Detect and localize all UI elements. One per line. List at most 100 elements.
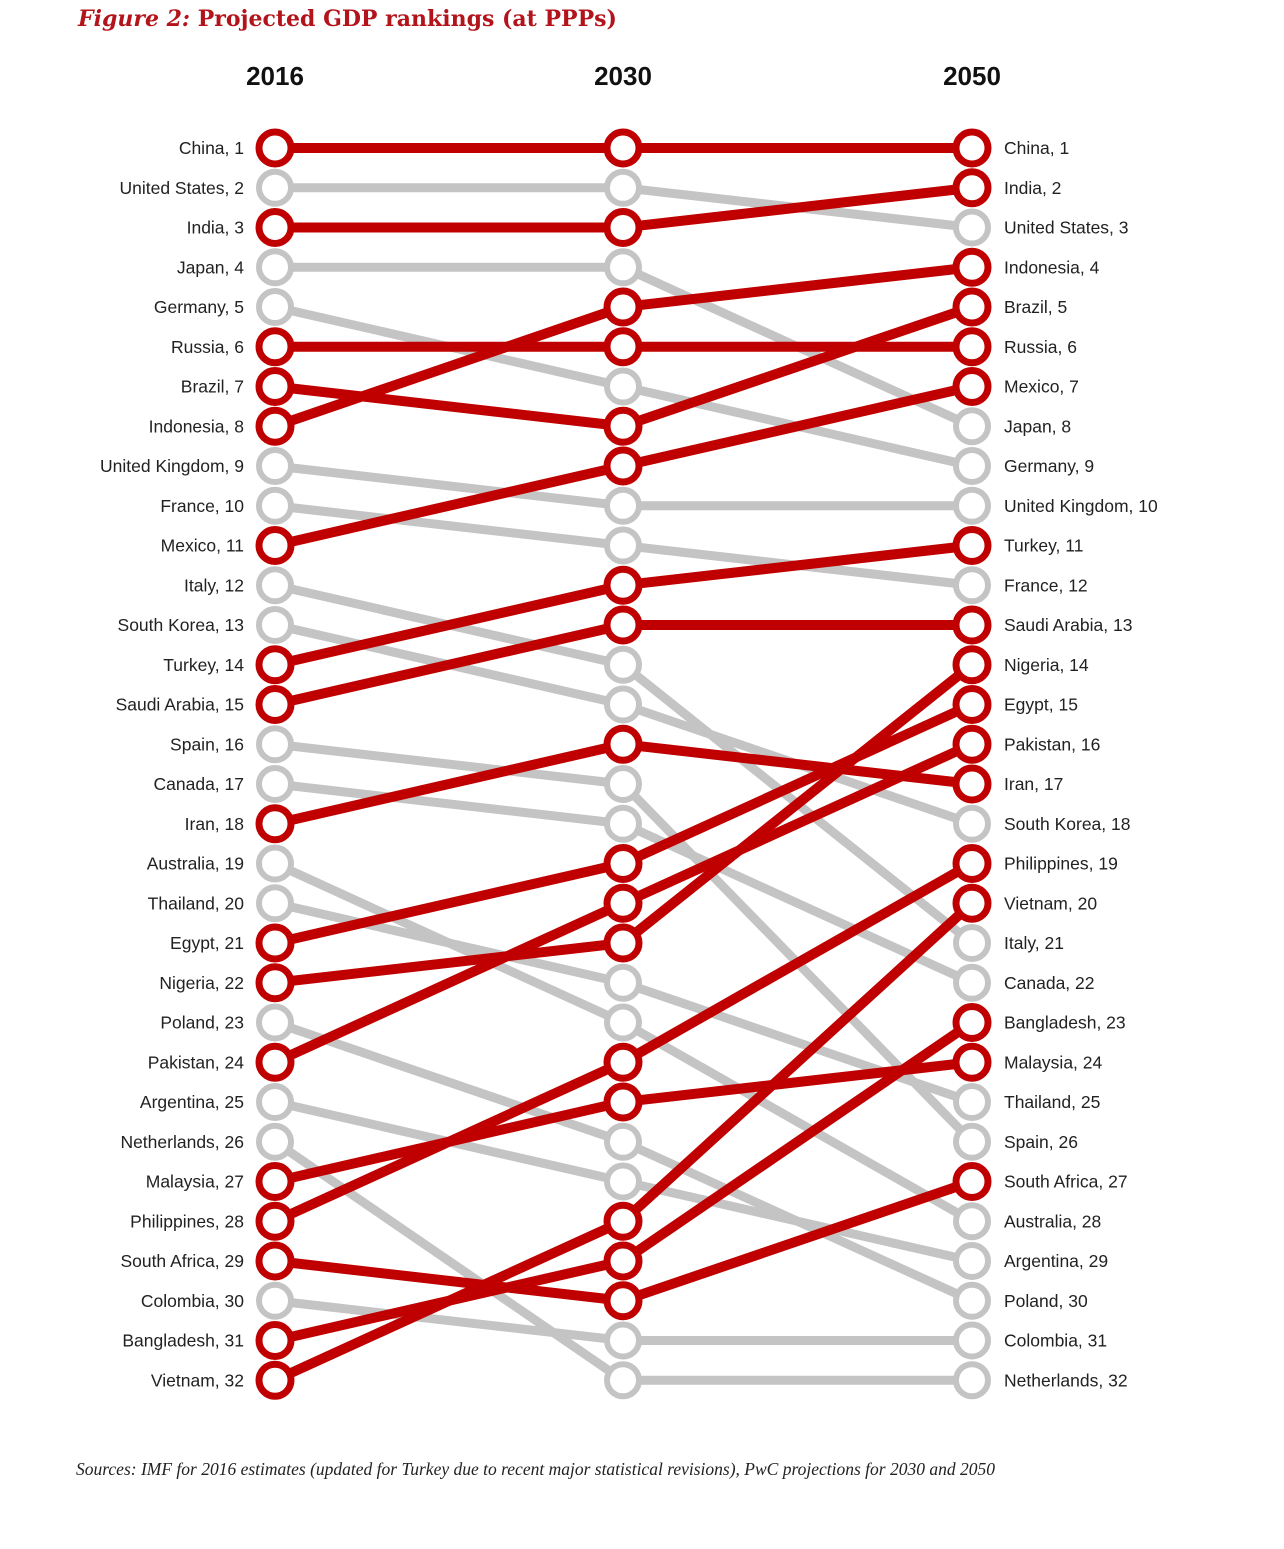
marker-thailand-2050 <box>953 1083 991 1121</box>
label-2016-brazil: Brazil, 7 <box>181 377 244 397</box>
marker-germany-2016 <box>256 288 294 326</box>
marker-argentina-2050 <box>953 1242 991 1280</box>
label-2016-canada: Canada, 17 <box>154 774 245 794</box>
marker-south-korea-2016 <box>256 606 294 644</box>
figure-label: Figure 2: <box>78 6 191 32</box>
marker-united-kingdom-2030 <box>604 486 642 525</box>
label-2016-france: France, 10 <box>160 496 244 516</box>
column-header-2016: 2016 <box>246 61 304 91</box>
label-2016-mexico: Mexico, 11 <box>161 536 244 556</box>
marker-united-kingdom-2016 <box>256 447 294 485</box>
marker-indonesia-2030 <box>603 287 643 327</box>
label-2016-philippines: Philippines, 28 <box>130 1211 244 1231</box>
label-2050-united-kingdom: United Kingdom, 10 <box>1004 496 1158 516</box>
marker-united-states-2030 <box>604 168 642 207</box>
label-2016-saudi-arabia: Saudi Arabia, 15 <box>116 695 244 715</box>
label-2016-russia: Russia, 6 <box>171 337 244 357</box>
marker-canada-2050 <box>953 963 991 1002</box>
marker-malaysia-2030 <box>603 1082 643 1122</box>
marker-italy-2030 <box>604 645 642 684</box>
label-2016-japan: Japan, 4 <box>177 257 244 277</box>
marker-canada-2016 <box>256 765 294 803</box>
marker-france-2030 <box>604 526 642 565</box>
marker-pakistan-2030 <box>603 883 643 923</box>
marker-netherlands-2050 <box>953 1361 991 1400</box>
marker-germany-2050 <box>953 447 991 485</box>
marker-iran-2050 <box>952 764 992 804</box>
marker-turkey-2016 <box>255 645 295 685</box>
label-2050-russia: Russia, 6 <box>1004 337 1077 357</box>
marker-spain-2030 <box>604 765 642 803</box>
marker-germany-2030 <box>604 367 642 406</box>
label-2016-malaysia: Malaysia, 27 <box>146 1172 244 1192</box>
marker-china-2050 <box>952 128 992 168</box>
marker-spain-2050 <box>953 1122 991 1161</box>
marker-netherlands-2016 <box>256 1122 294 1161</box>
marker-australia-2030 <box>604 1003 642 1042</box>
figure-title: Figure 2: Projected GDP rankings (at PPP… <box>78 6 617 32</box>
label-2050-egypt: Egypt, 15 <box>1004 695 1078 715</box>
label-2016-indonesia: Indonesia, 8 <box>149 416 244 436</box>
marker-vietnam-2050 <box>952 883 992 923</box>
marker-saudi-arabia-2050 <box>952 605 992 645</box>
marker-iran-2030 <box>603 724 643 764</box>
marker-malaysia-2016 <box>255 1162 295 1201</box>
marker-turkey-2050 <box>952 526 992 565</box>
marker-poland-2050 <box>953 1281 991 1320</box>
label-2016-germany: Germany, 5 <box>154 297 244 317</box>
marker-russia-2016 <box>255 327 295 367</box>
marker-nigeria-2050 <box>952 645 992 685</box>
label-2016-egypt: Egypt, 21 <box>170 933 244 953</box>
marker-pakistan-2050 <box>952 724 992 764</box>
label-2050-italy: Italy, 21 <box>1004 933 1064 953</box>
marker-china-2016 <box>255 128 295 168</box>
label-2016-south-korea: South Korea, 13 <box>118 615 244 635</box>
label-2016-netherlands: Netherlands, 26 <box>120 1132 244 1152</box>
marker-brazil-2016 <box>255 367 295 406</box>
label-2050-indonesia: Indonesia, 4 <box>1004 257 1100 277</box>
marker-bangladesh-2050 <box>952 1003 992 1042</box>
marker-colombia-2016 <box>256 1281 294 1320</box>
bump-chart: 2016 2030 2050 China, 1 China, 1 United Stat… <box>100 61 1158 1400</box>
marker-saudi-arabia-2016 <box>255 685 295 724</box>
label-2016-argentina: Argentina, 25 <box>140 1092 244 1112</box>
label-2050-colombia: Colombia, 31 <box>1004 1331 1107 1351</box>
marker-brazil-2030 <box>603 406 643 446</box>
column-header-2050: 2050 <box>943 61 1001 91</box>
marker-nigeria-2016 <box>255 963 295 1003</box>
marker-egypt-2016 <box>255 923 295 963</box>
label-2050-philippines: Philippines, 19 <box>1004 854 1118 874</box>
label-2050-vietnam: Vietnam, 20 <box>1004 893 1097 913</box>
label-2016-spain: Spain, 16 <box>170 734 244 754</box>
marker-united-states-2016 <box>256 168 294 207</box>
marker-saudi-arabia-2030 <box>603 605 643 645</box>
label-2050-united-states: United States, 3 <box>1004 218 1129 238</box>
country-rank-labels: China, 1 China, 1 United States, 2 United S… <box>100 138 1158 1390</box>
marker-brazil-2050 <box>952 287 992 327</box>
marker-france-2050 <box>953 566 991 605</box>
label-2050-south-africa: South Africa, 27 <box>1004 1172 1128 1192</box>
label-2016-nigeria: Nigeria, 22 <box>159 973 244 993</box>
label-2050-thailand: Thailand, 25 <box>1004 1092 1100 1112</box>
label-2050-brazil: Brazil, 5 <box>1004 297 1067 317</box>
label-2050-poland: Poland, 30 <box>1004 1291 1088 1311</box>
marker-south-korea-2050 <box>953 804 991 843</box>
marker-nigeria-2030 <box>603 923 643 963</box>
label-2016-pakistan: Pakistan, 24 <box>148 1052 245 1072</box>
marker-thailand-2016 <box>256 884 294 923</box>
label-2050-argentina: Argentina, 29 <box>1004 1251 1108 1271</box>
column-header-2030: 2030 <box>594 61 652 91</box>
label-2016-india: India, 3 <box>187 218 244 238</box>
marker-canada-2030 <box>604 804 642 843</box>
marker-china-2030 <box>603 128 643 168</box>
label-2016-united-kingdom: United Kingdom, 9 <box>100 456 244 476</box>
label-2050-pakistan: Pakistan, 16 <box>1004 734 1100 754</box>
marker-iran-2016 <box>255 804 295 844</box>
marker-japan-2030 <box>604 248 642 287</box>
marker-egypt-2050 <box>952 685 992 724</box>
label-2016-china: China, 1 <box>179 138 244 158</box>
marker-philippines-2030 <box>603 1042 643 1082</box>
marker-argentina-2016 <box>256 1083 294 1121</box>
marker-vietnam-2030 <box>603 1201 643 1241</box>
label-2050-netherlands: Netherlands, 32 <box>1004 1370 1128 1390</box>
